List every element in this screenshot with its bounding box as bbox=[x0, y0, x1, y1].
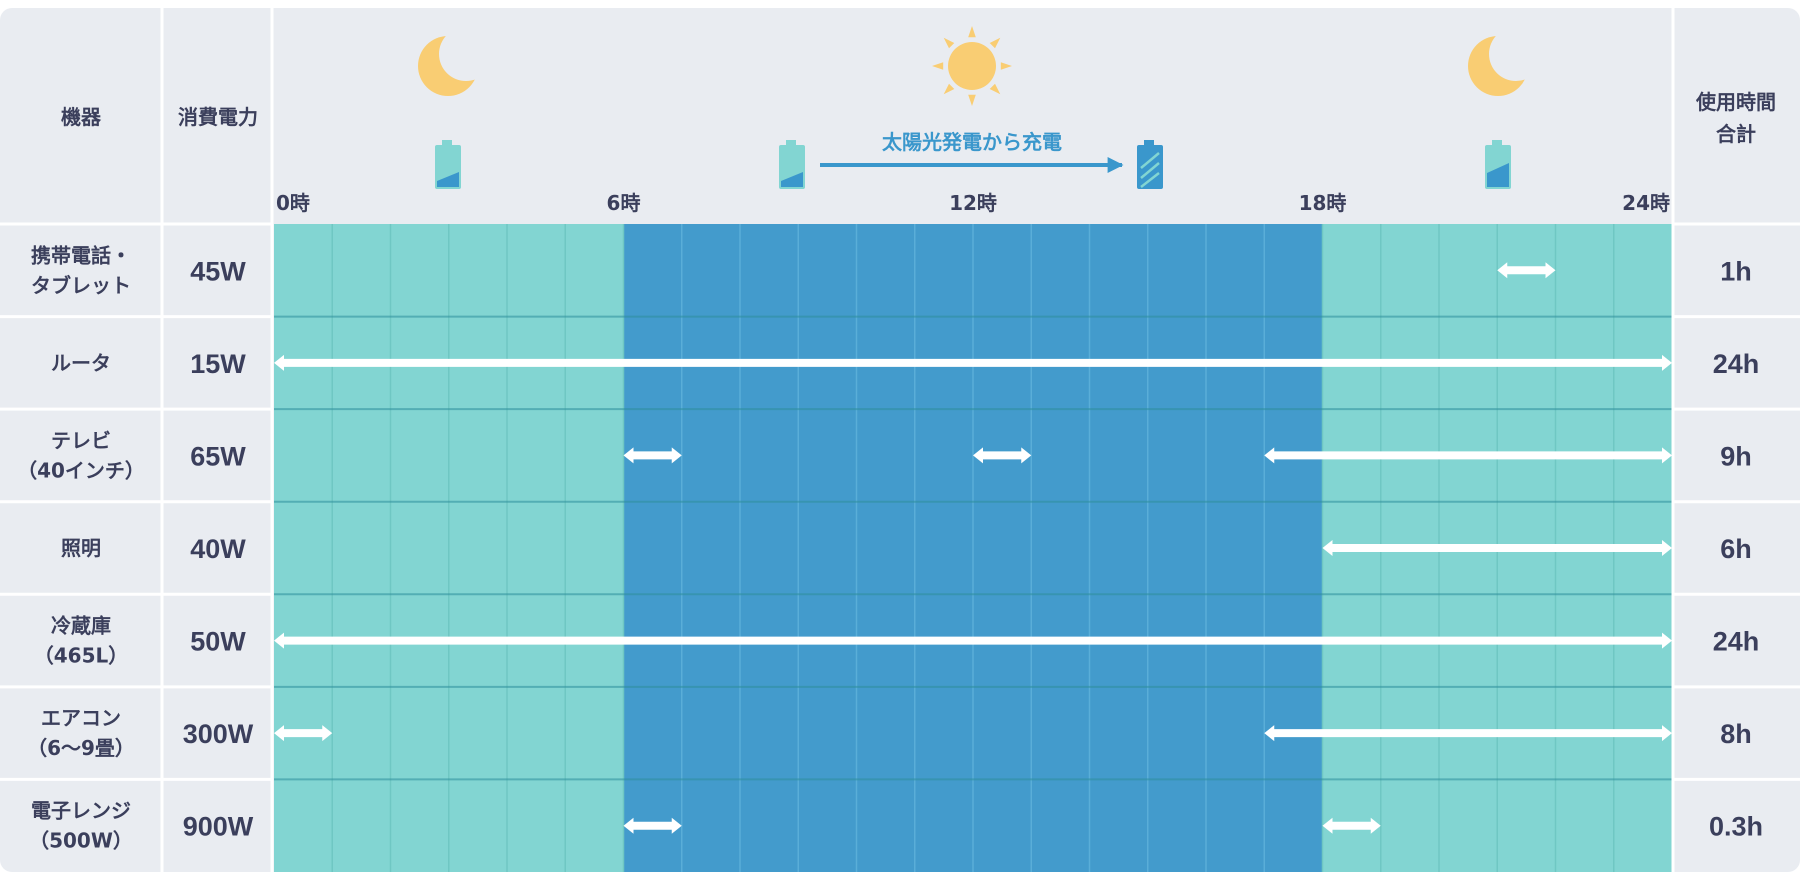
battery-low-icon bbox=[779, 140, 805, 189]
battery-low-icon bbox=[435, 140, 461, 189]
device-label: タブレット bbox=[31, 273, 131, 297]
battery-full-icon bbox=[1137, 140, 1163, 189]
usage-bar bbox=[1322, 540, 1672, 556]
x-tick-label: 12時 bbox=[949, 191, 997, 215]
device-label: （465L） bbox=[34, 644, 129, 668]
sun-ray bbox=[989, 37, 1001, 49]
total-hours-value: 9h bbox=[1720, 441, 1752, 471]
device-label: テレビ bbox=[51, 428, 111, 452]
moon-icon bbox=[1468, 27, 1543, 96]
power-value: 50W bbox=[190, 627, 246, 657]
battery-mid-icon bbox=[1485, 140, 1511, 189]
usage-bar bbox=[973, 447, 1032, 464]
x-tick-label: 24時 bbox=[1622, 191, 1670, 215]
total-hours-value: 1h bbox=[1720, 256, 1752, 286]
x-tick-label: 18時 bbox=[1299, 191, 1347, 215]
usage-bar bbox=[623, 817, 682, 834]
device-label: エアコン bbox=[41, 706, 121, 730]
total-column-header-line2: 合計 bbox=[1716, 122, 1756, 146]
device-label: （500W） bbox=[29, 829, 133, 853]
sun-ray bbox=[932, 62, 944, 70]
power-value: 300W bbox=[183, 719, 254, 749]
sun-ray bbox=[1000, 62, 1012, 70]
usage-bar bbox=[274, 632, 1672, 649]
total-hours-value: 24h bbox=[1713, 627, 1760, 657]
device-label: 携帯電話・ bbox=[31, 243, 131, 267]
usage-bar bbox=[1264, 447, 1672, 464]
sun-ray bbox=[968, 94, 976, 106]
total-hours-value: 0.3h bbox=[1709, 812, 1763, 842]
device-label: ルータ bbox=[51, 351, 111, 375]
usage-bar bbox=[274, 725, 333, 742]
sun-icon bbox=[932, 26, 1012, 106]
device-label: 照明 bbox=[61, 536, 101, 560]
usage-bar bbox=[1322, 817, 1381, 834]
total-hours-value: 24h bbox=[1713, 349, 1760, 379]
sun-ray bbox=[943, 83, 955, 95]
total-column-header-line1: 使用時間 bbox=[1695, 90, 1776, 114]
moon-icon bbox=[418, 27, 493, 96]
sun-ray bbox=[943, 37, 955, 49]
power-value: 45W bbox=[190, 256, 246, 286]
total-hours-value: 8h bbox=[1720, 719, 1752, 749]
sun-ray bbox=[968, 26, 976, 38]
power-value: 65W bbox=[190, 441, 246, 471]
power-value: 15W bbox=[190, 349, 246, 379]
device-label: （6〜9畳） bbox=[27, 736, 135, 760]
power-value: 900W bbox=[183, 812, 254, 842]
device-label: 電子レンジ bbox=[31, 799, 131, 823]
usage-bar bbox=[1264, 725, 1672, 742]
power-column-header: 消費電力 bbox=[178, 105, 258, 129]
usage-bar bbox=[274, 354, 1672, 371]
device-column-header: 機器 bbox=[61, 105, 102, 129]
x-tick-label: 6時 bbox=[607, 191, 641, 215]
usage-bar bbox=[1497, 262, 1556, 279]
device-label: 冷蔵庫 bbox=[51, 614, 111, 638]
sun-ray bbox=[989, 83, 1001, 95]
x-tick-label: 0時 bbox=[276, 191, 310, 215]
total-hours-value: 6h bbox=[1720, 534, 1752, 564]
device-label: （40インチ） bbox=[17, 458, 145, 482]
usage-bar bbox=[623, 447, 682, 464]
power-value: 40W bbox=[190, 534, 246, 564]
solar-charge-label: 太陽光発電から充電 bbox=[882, 130, 1062, 154]
